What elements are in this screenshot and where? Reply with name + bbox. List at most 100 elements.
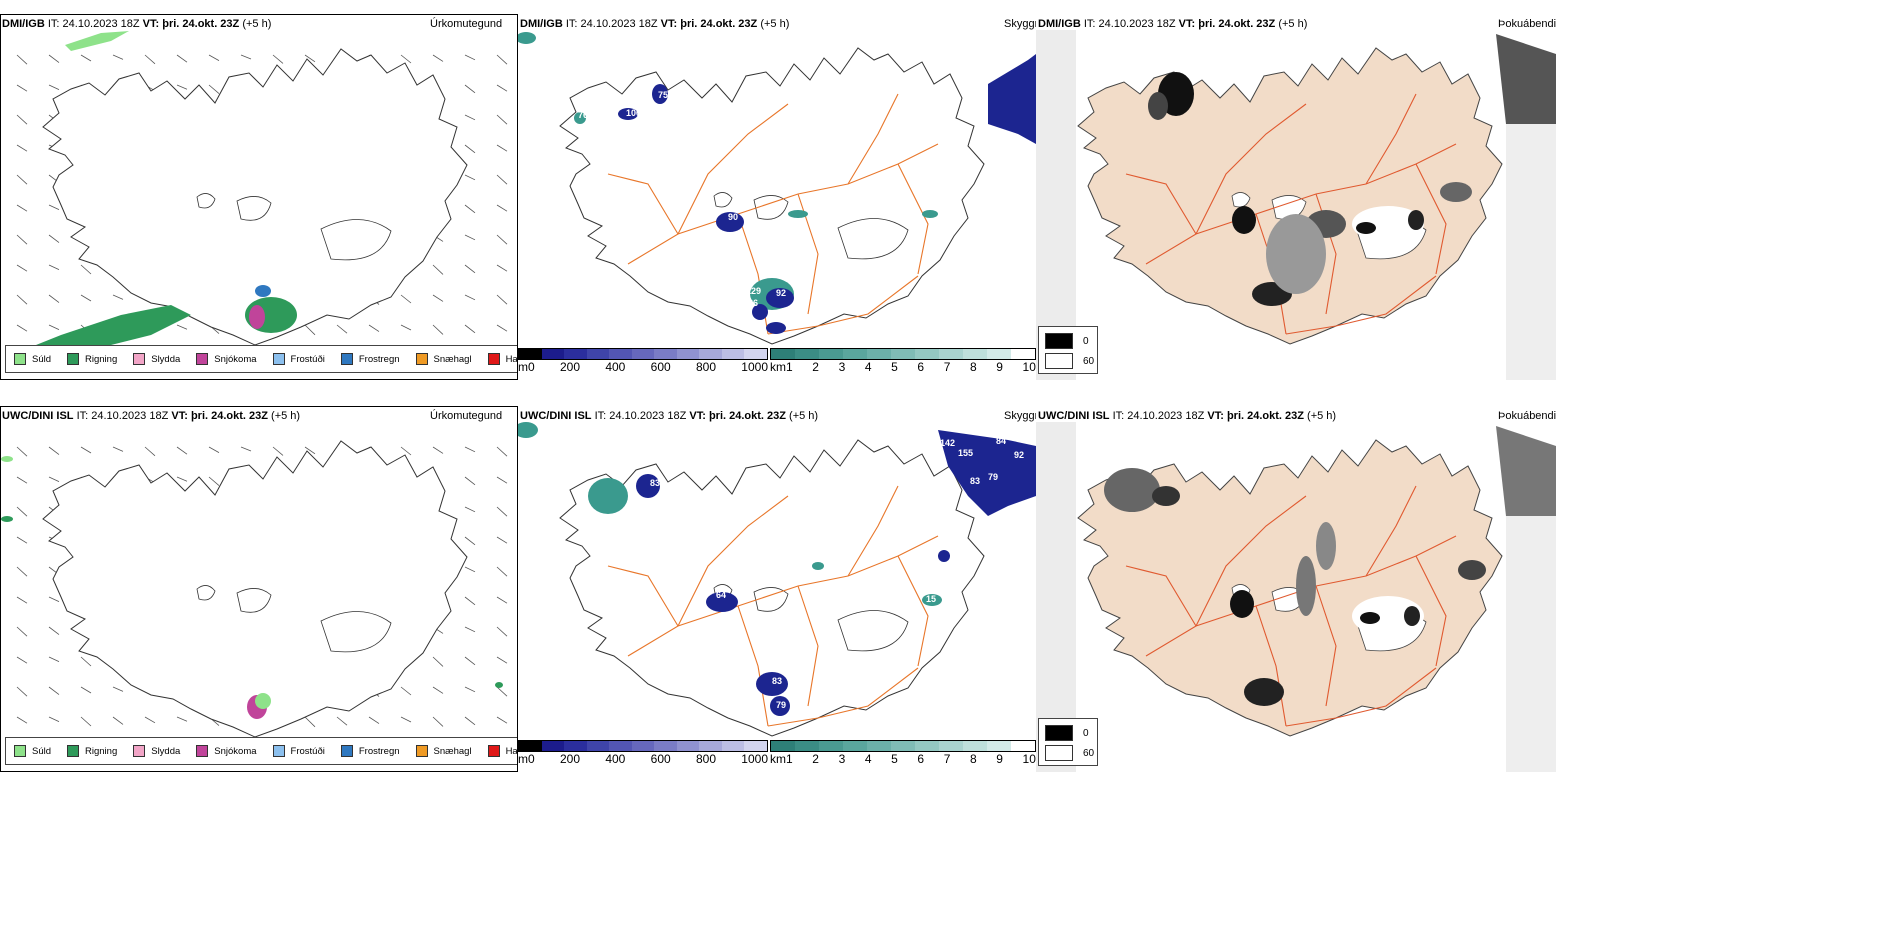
fog-index-area — [1232, 206, 1256, 234]
cloud-area — [922, 594, 942, 606]
legend-swatch — [14, 745, 26, 757]
fog-sea-shade — [1036, 30, 1076, 380]
visibility-tick: 2 — [812, 360, 819, 374]
fog-legend-swatch — [1045, 333, 1073, 349]
cloud-area — [766, 322, 786, 334]
height-tick: 600 — [650, 360, 671, 374]
fog-sea-shade — [1496, 34, 1556, 124]
legend-swatch — [487, 353, 500, 365]
header-cloud-2: UWC/DINI ISL IT: 24.10.2023 18Z VT: þri.… — [520, 410, 819, 422]
legend-label: Frostregn — [358, 353, 400, 365]
road-network — [607, 485, 939, 727]
fog-index-area — [1148, 92, 1168, 120]
cloud-panel-row1: 75 76 106 90 82 56 129 92 86 136 0 200 400 600 800 100… — [518, 14, 1036, 380]
legend-swatch — [133, 353, 146, 365]
cloud-title-2: Skyggni — [1004, 410, 1044, 422]
fog-sea-shade — [1506, 124, 1556, 380]
precip-panel-row2: Súld Rigning Slydda Snjókoma Frostúði Frostre… — [0, 406, 518, 772]
legend-item: Frostregn — [340, 353, 400, 365]
legend-label: Súld — [32, 353, 52, 365]
legend-label: Slydda — [151, 353, 181, 365]
cloud-base-label: 106 — [626, 108, 641, 118]
legend-item: Haglél — [487, 353, 518, 365]
legend-label: Rigning — [85, 353, 118, 365]
cloud-area — [636, 474, 660, 498]
snow-area — [249, 305, 265, 329]
visibility-tick: 10 — [1022, 360, 1036, 374]
legend-label: Snjókoma — [214, 353, 257, 365]
fog-legend-item: 60 — [1045, 745, 1094, 761]
cloud-area — [618, 108, 638, 120]
visibility-tick: 3 — [838, 752, 846, 766]
visibility-tick: 8 — [969, 752, 977, 766]
legend-swatch — [415, 353, 428, 365]
road-network — [607, 93, 939, 335]
fog-index-area — [1244, 678, 1284, 706]
legend-item: Snjókoma — [196, 745, 257, 757]
glacier-outline — [753, 587, 789, 612]
glacier-outline — [837, 218, 909, 260]
visibility-tick: 5 — [891, 360, 898, 374]
height-tick: 800 — [695, 360, 716, 374]
cloud-panel-row2: 83 142 155 84 92 83 79 64 15 83 79 0 200 400 600 800 10… — [518, 406, 1036, 772]
iceland-map-cloud-1: 75 76 106 90 82 56 129 92 86 136 — [518, 32, 1036, 345]
visibility-tick: 1 — [786, 360, 793, 374]
legend-swatch — [272, 353, 285, 365]
legend-swatch — [340, 745, 353, 757]
cloud-area — [518, 32, 536, 44]
legend-swatch — [340, 353, 353, 365]
glacier-outline — [236, 588, 272, 613]
cloud-area — [706, 592, 738, 612]
visibility-tick: 6 — [917, 752, 925, 766]
legend-item: Snjókoma — [196, 353, 257, 365]
fog-index-area — [1296, 556, 1316, 616]
cloud-area — [752, 304, 768, 320]
visibility-tick: 9 — [996, 752, 1003, 766]
legend-label: Súld — [32, 745, 52, 757]
legend-item: Rigning — [67, 745, 117, 757]
height-tick: 1000 — [741, 752, 768, 766]
cloud-area — [756, 672, 788, 696]
road-network — [1125, 93, 1457, 335]
fog-sea-shade — [1506, 516, 1556, 772]
height-scale-1: 0 200 400 600 800 1000 m — [518, 348, 768, 374]
fog-legend-item: 60 — [1045, 353, 1094, 369]
header-precip-2: UWC/DINI ISL IT: 24.10.2023 18Z VT: þri.… — [2, 410, 301, 422]
legend-label: Haglél — [505, 353, 518, 365]
fog-legend-swatch — [1045, 725, 1073, 741]
cloud-area — [938, 550, 950, 562]
fog-index-area — [1266, 214, 1326, 294]
header-fog-1: DMI/IGB IT: 24.10.2023 18Z VT: þri. 24.o… — [1038, 18, 1308, 30]
glacier-outline — [753, 195, 789, 220]
fog-panel-row2: 0 60 — [1036, 406, 1556, 772]
legend-item: Frostúði — [272, 745, 325, 757]
cloud-area — [652, 84, 668, 104]
precip-title-2: Úrkomutegund — [430, 410, 503, 422]
fog-legend-label: 0 — [1083, 335, 1089, 347]
legend-item: Frostregn — [340, 745, 400, 757]
visibility-tick: 5 — [891, 752, 898, 766]
cloud-base-label: 83 — [970, 476, 980, 486]
cloud-base-label: 155 — [958, 448, 973, 458]
height-tick: 200 — [559, 752, 581, 766]
cloud-base-label: 129 — [746, 286, 761, 296]
glacier-outline — [320, 611, 392, 653]
cloud-base-label: 92 — [776, 288, 786, 298]
visibility-tick: 7 — [943, 360, 951, 374]
cloud-base-label: 79 — [776, 700, 786, 710]
legend-item: Slydda — [133, 745, 180, 757]
glacier-outline — [1231, 192, 1251, 208]
header-fog-2: UWC/DINI ISL IT: 24.10.2023 18Z VT: þri.… — [1038, 410, 1337, 422]
legend-item: Súld — [14, 353, 51, 365]
visibility-tick: 8 — [969, 360, 977, 374]
fog-legend-swatch — [1045, 745, 1073, 761]
fog-panel-row1: 0 60 — [1036, 14, 1556, 380]
cloud-area — [770, 696, 790, 716]
glacier-outline — [837, 610, 909, 652]
cloud-area — [588, 478, 628, 514]
fog-index-area — [1404, 606, 1420, 626]
fog-legend-swatch — [1045, 353, 1073, 369]
legend-swatch — [67, 353, 80, 365]
precip-title-1: Úrkomutegund — [430, 18, 503, 30]
